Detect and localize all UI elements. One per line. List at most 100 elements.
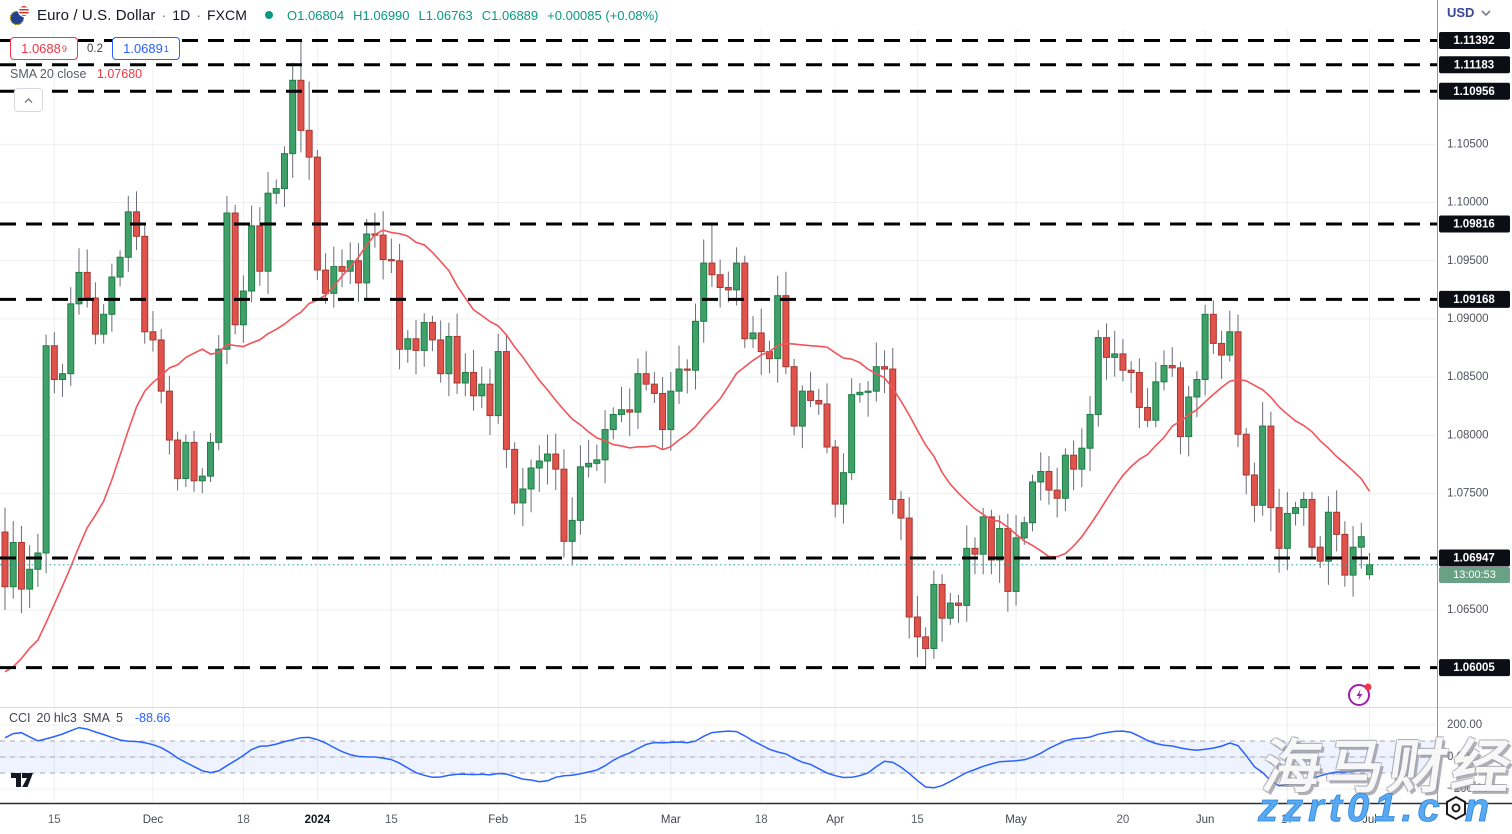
cci-line [4, 726, 1370, 789]
sma-legend[interactable]: SMA 20 close 1.07680 [10, 67, 142, 81]
candle-body [593, 459, 601, 464]
candle-body [585, 462, 593, 468]
candle-body [1226, 331, 1234, 356]
candle-body [34, 552, 42, 570]
quick-trade-bolt-button[interactable] [1346, 680, 1374, 708]
price-level-lines [0, 38, 1437, 670]
candle-body [757, 332, 765, 353]
candle-body [790, 366, 798, 427]
candle-body [519, 488, 527, 504]
candle-body [478, 383, 486, 397]
candle-body [420, 321, 428, 351]
level-price-label: 1.06947 [1453, 553, 1495, 565]
interval-label[interactable]: 1D [172, 7, 191, 23]
candle-body [568, 519, 576, 542]
cci-band [0, 741, 1437, 773]
buy-button[interactable]: 1.0689 1 [112, 37, 180, 60]
level-price-label: 1.10956 [1453, 86, 1495, 98]
candle-body [354, 260, 362, 284]
tradingview-logo[interactable] [11, 773, 34, 793]
currency-selector[interactable]: USD [1447, 5, 1492, 20]
price-axis[interactable]: 1.10500 1.10000 1.09500 1.09000 1.08500 1.080… [1439, 31, 1510, 795]
level-price-label-box [1439, 82, 1510, 100]
bolt-circle-icon [1348, 684, 1370, 706]
candle-body [544, 453, 552, 462]
candle-body [963, 547, 971, 606]
candle-body [396, 260, 404, 350]
candle-body [1102, 337, 1110, 358]
candle-body [174, 439, 182, 479]
time-axis-label: Mar [661, 814, 681, 826]
candle-body [642, 373, 650, 385]
candle-body [979, 516, 987, 555]
candle-body [486, 383, 494, 417]
candle-body [1366, 564, 1374, 576]
candle-body [165, 390, 173, 441]
candle-body [338, 266, 346, 272]
candle-body [313, 156, 321, 271]
level-price-label: 1.09168 [1453, 294, 1495, 306]
candle-body [733, 262, 741, 291]
candle-body [560, 468, 568, 542]
level-price-label: 1.09816 [1453, 218, 1495, 230]
candle-body [618, 409, 625, 415]
candle-body [124, 211, 132, 258]
level-price-label: 1.11183 [1454, 59, 1494, 71]
candle-body [889, 368, 897, 500]
candle-body [280, 153, 288, 190]
candle-body [256, 225, 264, 272]
candle-body [601, 429, 609, 461]
candle-body [1144, 406, 1152, 421]
candle-body [223, 212, 231, 350]
time-axis-label: 18 [755, 814, 768, 826]
time-axis[interactable]: 15 Dec 18 2024 15 Feb 15 Mar 18 Apr 15 May 20 Jun 17 Ju… [48, 814, 1377, 826]
candle-body [116, 256, 124, 278]
level-price-label: 1.11392 [1454, 35, 1495, 47]
sma-label: SMA 20 close [10, 67, 87, 81]
symbol-title[interactable]: Euro / U.S. Dollar [37, 6, 156, 24]
candle-body [1176, 367, 1184, 438]
sell-button[interactable]: 1.0688 9 [10, 37, 78, 60]
candle-body [1349, 546, 1357, 576]
time-axis-label: 15 [48, 814, 61, 826]
candle-body [1357, 536, 1365, 548]
candle-body [42, 345, 50, 554]
cci-sma-label: SMA [82, 711, 110, 725]
candle-body [905, 517, 913, 618]
chevron-up-icon [24, 97, 33, 103]
candle-body [207, 441, 214, 477]
price-axis-label: 1.08000 [1447, 429, 1489, 441]
lightning-bolt-icon [1356, 689, 1363, 701]
price-axis-label: 1.07500 [1447, 488, 1489, 500]
time-axis-label: 15 [574, 814, 587, 826]
candle-body [157, 339, 165, 392]
exchange-label[interactable]: FXCM [206, 7, 248, 23]
level-price-label-box [1439, 659, 1510, 677]
candle-body [1300, 498, 1308, 509]
candle-body [379, 234, 387, 261]
candle-body [182, 441, 190, 479]
currency-label: USD [1447, 5, 1475, 20]
sma-value: 1.07680 [96, 67, 143, 81]
legend-collapse-button[interactable] [14, 88, 43, 112]
cci-legend[interactable]: CCI 20 hlc3 SMA 5 -88.66 [9, 711, 170, 725]
candle-body [1053, 489, 1061, 499]
candle-body [215, 348, 223, 443]
sma-20-line [4, 229, 1371, 673]
time-axis-label: 15 [911, 814, 924, 826]
candle-body [289, 79, 297, 155]
candle-body [322, 269, 330, 294]
chart-legend-bar: Euro / U.S. Dollar · 1D · FXCM O1.06804 … [0, 0, 1437, 30]
candle-body [576, 466, 584, 521]
candle-body [1209, 313, 1217, 344]
candle-body [17, 542, 25, 590]
candle-body [1037, 470, 1045, 483]
candle-body [848, 394, 856, 474]
candle-body [815, 399, 823, 405]
candle-body [1201, 313, 1209, 381]
candle-body [1135, 372, 1143, 408]
candle-body [445, 335, 453, 375]
candle-body [502, 351, 510, 450]
candle-body [141, 235, 149, 333]
